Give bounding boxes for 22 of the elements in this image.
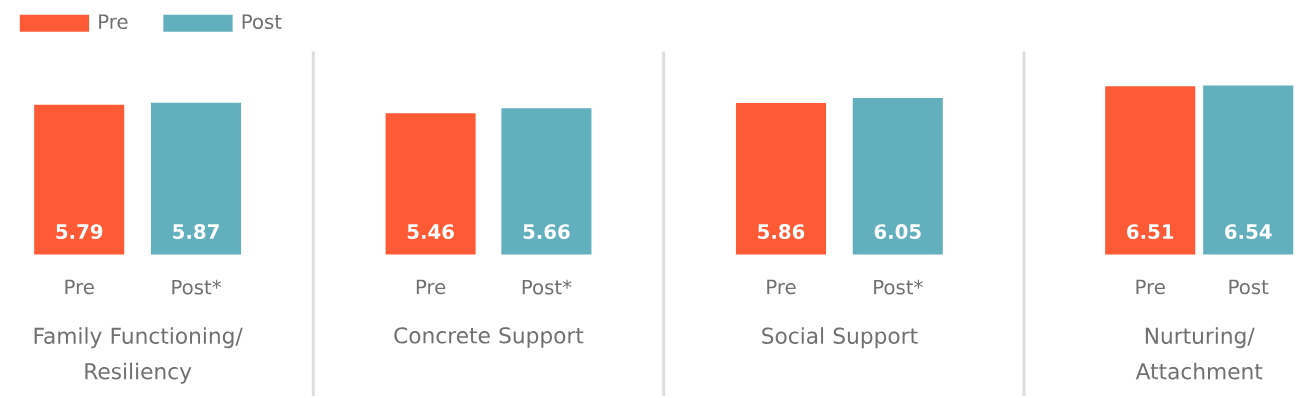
x-tick-label: Post* [172, 279, 221, 295]
data-label: 5.86 [758, 224, 805, 240]
data-label: 5.79 [56, 224, 103, 240]
x-tick-label: Pre [767, 279, 796, 295]
x-tick-label: Pre [65, 279, 94, 295]
data-label: 6.54 [1225, 224, 1272, 240]
legend-label: Post [242, 14, 282, 30]
x-tick-label: Post* [874, 279, 923, 295]
data-label: 5.66 [523, 224, 570, 240]
x-tick-label: Pre [416, 279, 446, 295]
x-tick-label: Pre [1136, 279, 1165, 295]
x-axis-title: Nurturing/ Attachment [1135, 327, 1263, 380]
legend-label: Pre [99, 14, 128, 30]
x-axis-title: Family Functioning/ Resiliency [34, 327, 243, 384]
x-tick-label: Post [1229, 279, 1269, 295]
data-label: 5.46 [407, 224, 454, 240]
data-label: 5.87 [173, 224, 219, 240]
x-axis-title: Concrete Support [394, 327, 584, 348]
x-tick-label: Post* [522, 279, 572, 295]
data-label: 6.51 [1127, 224, 1174, 240]
x-axis-title: Social Support [762, 327, 918, 349]
data-label: 6.05 [874, 224, 921, 240]
